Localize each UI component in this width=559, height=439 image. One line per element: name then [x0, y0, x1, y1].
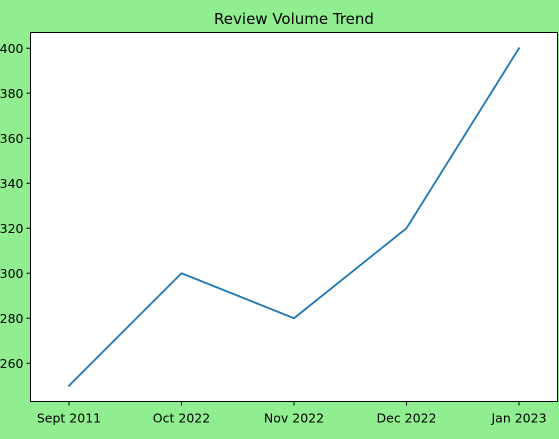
plot-area [30, 32, 558, 402]
x-tick-label: Jan 2023 [490, 411, 546, 426]
x-tick-label: Dec 2022 [377, 411, 437, 426]
y-tick-label: 320 [0, 221, 24, 236]
series-line [67, 47, 521, 388]
x-tick-label: Oct 2022 [153, 411, 210, 426]
y-tick-label: 280 [0, 311, 24, 326]
y-tick-label: 360 [0, 131, 24, 146]
y-tick-label: 300 [0, 266, 24, 281]
y-axis: 260 280 300 320 340 360 380 400 [0, 41, 31, 371]
x-tick-label: Sept 2011 [37, 411, 101, 426]
chart-title: Review Volume Trend [214, 10, 374, 28]
y-tick-label: 260 [0, 356, 24, 371]
x-axis: Sept 2011 Oct 2022 Nov 2022 Dec 2022 Jan 202… [37, 401, 547, 426]
series-layer [67, 47, 521, 388]
x-tick-label: Nov 2022 [264, 411, 324, 426]
y-tick-label: 340 [0, 176, 24, 191]
y-tick-label: 380 [0, 86, 24, 101]
y-tick-label: 400 [0, 41, 24, 56]
